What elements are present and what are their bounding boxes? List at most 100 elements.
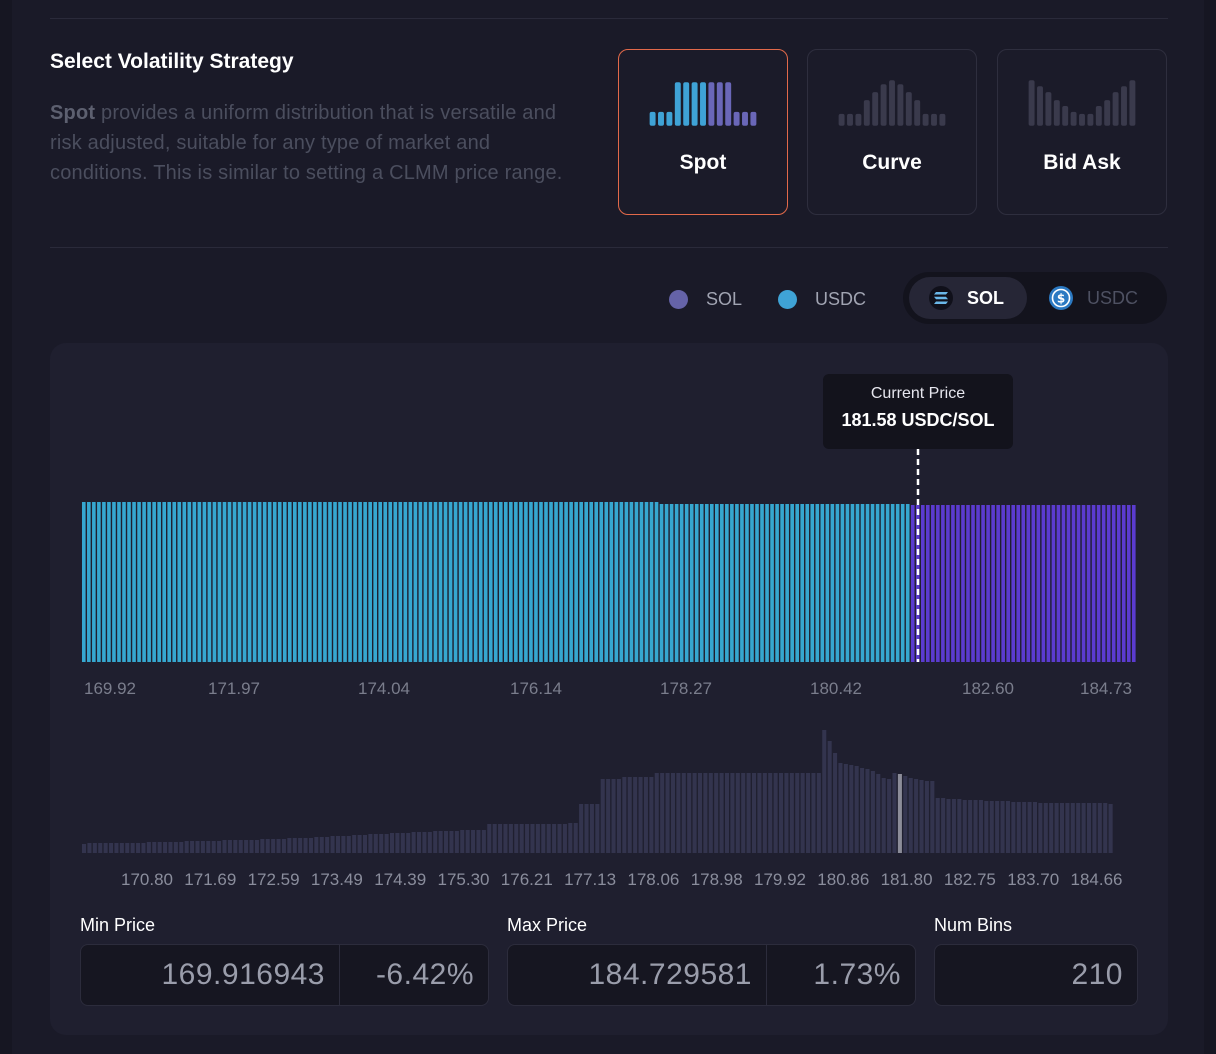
overview-tick-label: 181.80 [880, 870, 933, 889]
overview-bar [103, 843, 108, 853]
liquidity-bar [152, 502, 156, 662]
liquidity-bar [207, 502, 212, 662]
strategy-card-label: Spot [679, 151, 727, 174]
min-price-input[interactable]: 169.916943 [161, 958, 325, 991]
svg-text:$: $ [1057, 291, 1065, 305]
liquidity-bar [569, 502, 573, 662]
toggle-usdc[interactable]: $ USDC [1035, 277, 1161, 319]
legend-usdc-dot [778, 289, 797, 309]
x-tick-label: 171.97 [208, 679, 260, 698]
liquidity-bar [534, 502, 538, 662]
overview-bar [465, 830, 470, 853]
overview-bar [838, 763, 843, 853]
liquidity-bar [192, 502, 197, 662]
liquidity-bar [252, 502, 257, 662]
overview-tick-label: 174.39 [374, 870, 427, 889]
min-price-field[interactable]: 169.916943 -6.42% [80, 944, 489, 1006]
liquidity-bar [373, 502, 377, 662]
max-price-input[interactable]: 184.729581 [588, 958, 752, 991]
liquidity-bar [318, 502, 322, 662]
liquidity-bar [830, 504, 835, 662]
overview-bar [179, 842, 184, 853]
icon-bar [914, 100, 921, 126]
spot-distribution-icon [649, 82, 757, 126]
overview-bar [109, 843, 114, 853]
icon-bar [1095, 106, 1102, 126]
icon-bar [733, 111, 740, 126]
liquidity-bar [920, 505, 925, 662]
overview-bar [362, 835, 368, 853]
overview-bar [870, 771, 875, 853]
liquidity-bar [880, 504, 885, 662]
overview-bar [265, 839, 270, 853]
liquidity-bar [1086, 505, 1091, 662]
liquidity-bar [991, 505, 995, 662]
icon-bar [1037, 86, 1043, 126]
liquidity-bar [1131, 505, 1136, 662]
liquidity-bar [393, 502, 398, 662]
liquidity-bar [941, 505, 945, 662]
overview-bar [643, 777, 648, 853]
liquidity-bar [800, 504, 805, 662]
strategy-card-bid-ask[interactable]: Bid Ask [997, 49, 1167, 215]
num-bins-input[interactable]: 210 [1071, 958, 1123, 991]
overview-bar [660, 773, 665, 853]
overview-bar [384, 834, 389, 853]
overview-bar [611, 779, 616, 853]
liquidity-bar [132, 502, 136, 662]
icon-bar [922, 113, 929, 126]
icon-bar [1062, 106, 1069, 126]
overview-bar [471, 830, 476, 853]
liquidity-bar [905, 504, 910, 662]
strategy-card-curve[interactable]: Curve [807, 49, 977, 215]
overview-bar [195, 841, 200, 853]
overview-bar [254, 840, 259, 853]
overview-bar [1059, 803, 1065, 853]
overview-bar [163, 842, 168, 853]
icon-bar [1121, 86, 1127, 126]
liquidity-bar [910, 505, 915, 662]
overview-bar [552, 824, 557, 853]
liquidity-bar [775, 504, 779, 662]
liquidity-bar [97, 502, 101, 662]
overview-bar [773, 773, 778, 853]
icon-bar [931, 113, 937, 126]
liquidity-bar [549, 502, 553, 662]
liquidity-bar [679, 504, 684, 662]
liquidity-bar [986, 505, 990, 662]
overview-bar [389, 833, 395, 853]
overview-bar [1108, 804, 1113, 853]
liquidity-bar [1001, 505, 1005, 662]
overview-bar [751, 773, 757, 853]
overview-bar [687, 773, 692, 853]
overview-bar [449, 831, 454, 853]
overview-bar [757, 773, 762, 853]
liquidity-bar [900, 504, 905, 662]
liquidity-bar [232, 502, 237, 662]
strategy-card-spot[interactable]: Spot [618, 49, 788, 215]
liquidity-bar [704, 504, 709, 662]
overview-bar [665, 773, 670, 853]
max-price-field[interactable]: 184.729581 1.73% [507, 944, 916, 1006]
liquidity-bar [785, 504, 789, 662]
overview-bar [573, 823, 578, 853]
overview-bar [670, 773, 675, 853]
overview-bar [330, 836, 335, 853]
liquidity-bar [172, 502, 177, 662]
icon-bar [1104, 100, 1111, 126]
overview-bar [816, 773, 821, 853]
liquidity-bar [730, 504, 734, 662]
top-divider [50, 18, 1168, 19]
liquidity-bar [127, 502, 131, 662]
min-price-percent[interactable]: -6.42% [375, 958, 474, 991]
overview-bar [714, 773, 719, 853]
liquidity-bar [634, 502, 639, 662]
overview-bar [481, 830, 486, 853]
strategy-description-text: provides a uniform distribution that is … [50, 102, 563, 184]
overview-bar [589, 804, 594, 853]
toggle-sol[interactable]: SOL [909, 277, 1027, 319]
overview-bar [1092, 803, 1097, 853]
overview-tick-label: 184.66 [1070, 870, 1123, 889]
max-price-percent[interactable]: 1.73% [813, 958, 901, 991]
num-bins-field[interactable]: 210 [934, 944, 1138, 1006]
